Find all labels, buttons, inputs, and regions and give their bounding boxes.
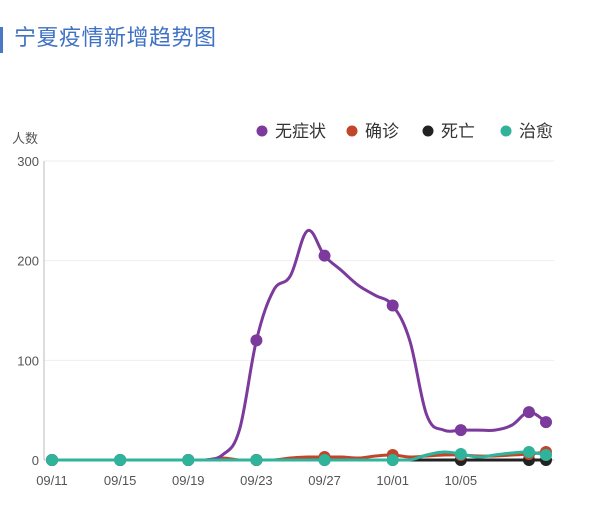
series-asymptomatic bbox=[46, 229, 552, 466]
data-point-recovered[interactable] bbox=[522, 446, 535, 459]
x-tick-label: 09/27 bbox=[308, 473, 341, 488]
x-tick-label: 09/19 bbox=[172, 473, 205, 488]
data-point-asymptomatic[interactable] bbox=[386, 299, 399, 312]
legend-label: 死亡 bbox=[441, 122, 475, 142]
data-point-recovered[interactable] bbox=[540, 449, 552, 462]
series-line-asymptomatic bbox=[50, 229, 548, 462]
x-tick-label: 10/01 bbox=[376, 473, 409, 488]
x-tick-label: 10/05 bbox=[445, 473, 478, 488]
y-tick-label: 200 bbox=[17, 254, 39, 269]
data-point-recovered[interactable] bbox=[386, 454, 399, 466]
page-title: 宁夏疫情新增趋势图 bbox=[14, 26, 217, 51]
legend[interactable]: 无症状 确诊 死亡 治愈 bbox=[256, 122, 554, 142]
legend-marker bbox=[256, 125, 268, 137]
series-layer bbox=[46, 229, 552, 466]
legend-label: 无症状 bbox=[275, 122, 326, 142]
legend-item-asymptomatic[interactable]: 无症状 bbox=[256, 122, 327, 142]
data-point-asymptomatic[interactable] bbox=[454, 424, 467, 437]
title-accent-bar bbox=[0, 27, 3, 53]
x-tick-label: 09/23 bbox=[240, 473, 273, 488]
data-point-asymptomatic[interactable] bbox=[250, 334, 263, 347]
data-point-recovered[interactable] bbox=[114, 454, 127, 466]
data-point-recovered[interactable] bbox=[454, 448, 467, 461]
legend-marker bbox=[346, 125, 358, 137]
y-tick-label: 0 bbox=[32, 453, 39, 468]
data-point-recovered[interactable] bbox=[318, 454, 331, 466]
legend-marker bbox=[422, 125, 434, 137]
data-point-recovered[interactable] bbox=[182, 454, 195, 466]
legend-label: 治愈 bbox=[519, 122, 553, 142]
grid-layer bbox=[44, 160, 554, 461]
legend-item-recovered[interactable]: 治愈 bbox=[500, 122, 554, 142]
legend-item-deaths[interactable]: 死亡 bbox=[422, 122, 476, 142]
axis-layer: 0 100 200 300 人数 09/11 09/15 09/19 09/23 09/27 10/… bbox=[12, 131, 477, 488]
y-tick-label: 300 bbox=[17, 154, 39, 169]
y-axis-title: 人数 bbox=[12, 131, 38, 146]
data-point-recovered[interactable] bbox=[250, 454, 263, 466]
x-tick-label: 09/11 bbox=[36, 473, 68, 488]
data-point-asymptomatic[interactable] bbox=[540, 416, 552, 429]
y-tick-label: 100 bbox=[17, 353, 39, 368]
legend-item-confirmed[interactable]: 确诊 bbox=[346, 122, 400, 142]
data-point-asymptomatic[interactable] bbox=[318, 249, 331, 262]
data-point-recovered[interactable] bbox=[46, 454, 58, 466]
data-point-asymptomatic[interactable] bbox=[522, 406, 535, 419]
legend-marker bbox=[500, 125, 512, 137]
series-recovered bbox=[46, 446, 552, 466]
legend-label: 确诊 bbox=[365, 122, 399, 142]
x-tick-label: 09/15 bbox=[104, 473, 137, 488]
